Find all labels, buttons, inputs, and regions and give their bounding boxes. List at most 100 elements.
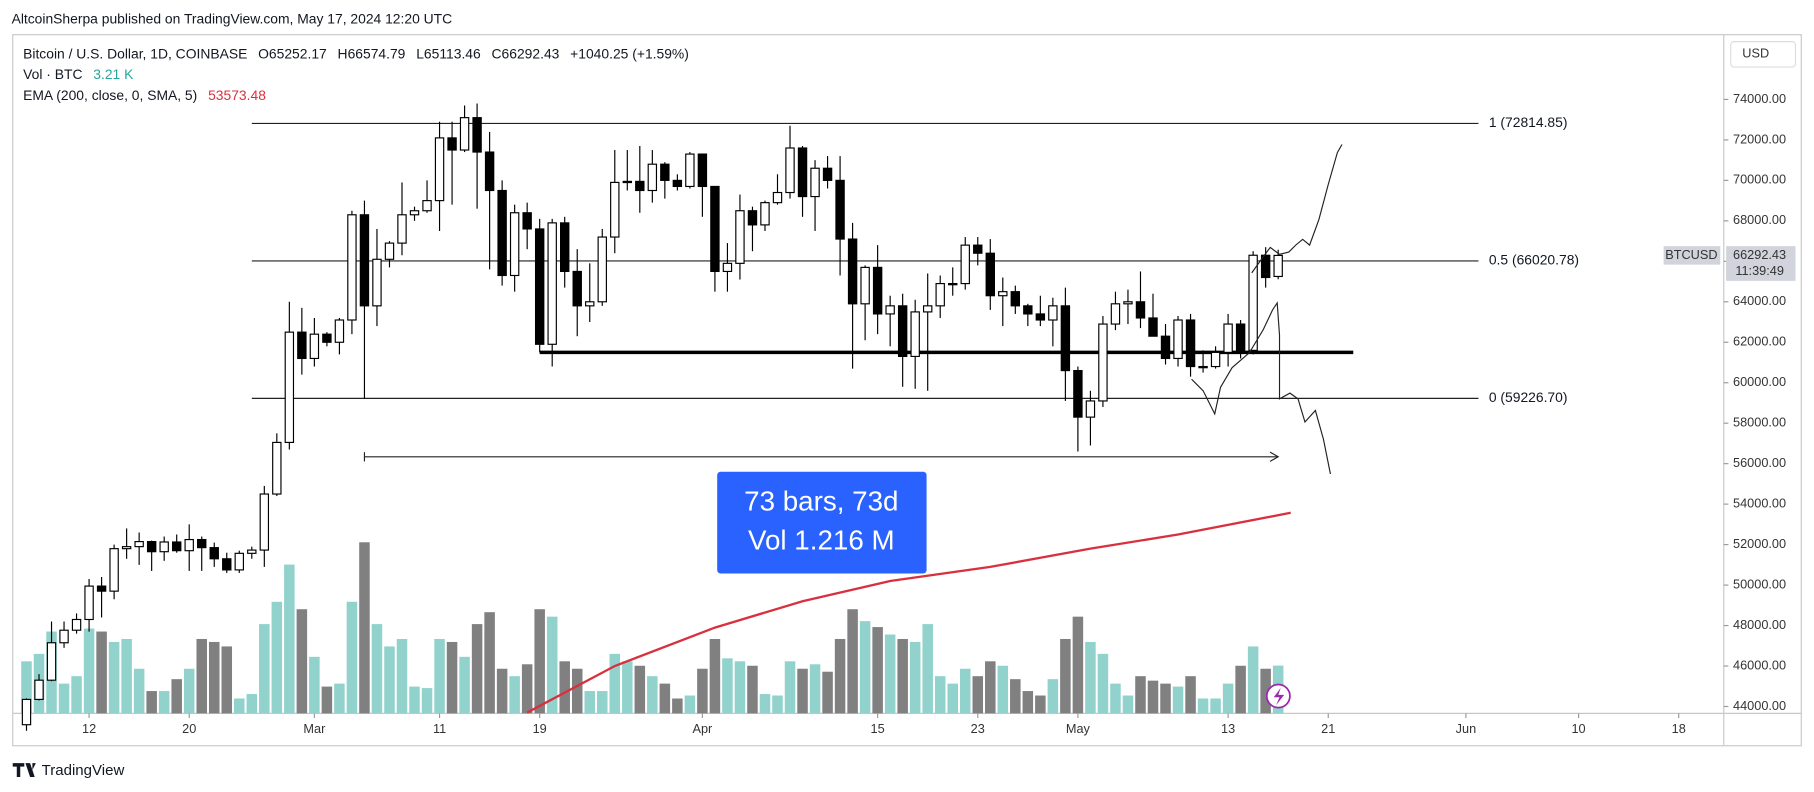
volume-bar: [309, 656, 320, 714]
drawing-projection-down: [1191, 301, 1331, 475]
y-tick-label: 62000.00: [1733, 334, 1786, 349]
legend-ohlc: Bitcoin / U.S. Dollar, 1D, COINBASE O652…: [23, 45, 689, 61]
candle-body: [1273, 254, 1283, 278]
legend: Bitcoin / U.S. Dollar, 1D, COINBASE O652…: [23, 45, 689, 103]
volume-bar: [108, 641, 120, 714]
candle-body: [1135, 301, 1146, 319]
volume-bar: [534, 609, 545, 714]
volume-bar: [359, 542, 370, 714]
currency-button[interactable]: [1730, 41, 1797, 68]
volume-bar: [659, 683, 671, 714]
volume-name: Vol · BTC: [23, 66, 82, 82]
candle-body: [998, 291, 1008, 297]
candle-body: [710, 185, 720, 273]
change: +1040.25 (+1.59%): [570, 45, 689, 61]
volume-bar: [334, 683, 345, 714]
candle-body: [685, 153, 695, 188]
volume-bar: [421, 688, 433, 714]
volume-bar: [809, 664, 821, 714]
candle-body: [522, 212, 532, 230]
candle-body: [534, 228, 545, 345]
volume-bar: [697, 668, 708, 714]
candle-body: [948, 283, 958, 286]
volume-bar: [496, 668, 508, 714]
x-tick-label: Apr: [692, 721, 713, 736]
candle-body: [560, 222, 570, 273]
candle-body: [810, 167, 820, 198]
volume-bar: [784, 661, 796, 714]
volume-bar: [1097, 653, 1109, 714]
x-tick-label: 12: [82, 721, 96, 736]
volume-bar: [1147, 680, 1159, 714]
x-tick-label: 11: [433, 721, 446, 736]
volume-bar: [1072, 616, 1084, 714]
candle-body: [872, 266, 883, 315]
volume-bar: [959, 668, 971, 714]
ohlc-key: O: [258, 45, 269, 61]
volume-bar: [872, 627, 883, 714]
candle-body: [772, 191, 783, 204]
candle-body: [21, 698, 32, 726]
volume-bar: [947, 683, 958, 714]
candle-body: [860, 266, 870, 305]
candle-body: [234, 552, 244, 571]
y-tick-label: 46000.00: [1733, 657, 1786, 672]
candle-body: [46, 642, 57, 681]
candle-body: [272, 441, 282, 495]
volume-bar: [196, 638, 207, 714]
measure-arrow: [1269, 451, 1280, 462]
candle-body: [897, 305, 908, 358]
volume-bar: [1135, 676, 1146, 714]
volume-bar: [471, 624, 483, 714]
header: AltcoinSherpa published on TradingView.c…: [12, 10, 453, 26]
measure-text: 73 bars, 73d: [744, 485, 898, 516]
volume-bar: [647, 676, 658, 714]
candle-body: [1023, 305, 1033, 315]
candle-body: [334, 319, 345, 343]
candle-body: [497, 189, 507, 277]
candle-body: [121, 546, 132, 550]
candle-body: [635, 180, 645, 192]
candle-body: [697, 153, 708, 188]
volume-bar: [834, 638, 846, 714]
x-tick-label: 15: [871, 721, 885, 736]
volume-bar: [622, 661, 633, 714]
candle-body: [259, 493, 270, 551]
candle-body: [822, 167, 833, 181]
x-tick-label: 13: [1221, 721, 1235, 736]
candle-body: [96, 585, 107, 592]
volume-bar: [409, 686, 420, 714]
symbol-tag: [1663, 246, 1721, 265]
volume-bar: [759, 694, 771, 714]
volume-bar: [1122, 695, 1134, 714]
volume-bar: [1235, 665, 1246, 714]
x-tick-label: 19: [533, 721, 547, 736]
volume-bar: [1085, 641, 1096, 714]
legend-volume: Vol · BTC 3.21 K: [23, 66, 134, 82]
candle-body: [1173, 319, 1183, 360]
volume-bar: [734, 661, 746, 714]
candle-body: [484, 151, 495, 192]
volume-bar: [1110, 683, 1121, 714]
candle-body: [209, 547, 219, 560]
candle-body: [1098, 323, 1108, 402]
volume-last: 3.21 K: [93, 66, 134, 82]
candle-body: [547, 222, 557, 345]
volume-bar: [559, 661, 570, 714]
fib-label: 1 (72814.85): [1489, 114, 1568, 130]
candle-body: [1035, 313, 1046, 321]
candle-body: [747, 210, 758, 226]
volume-bar: [1060, 638, 1071, 714]
x-tick-label: 23: [971, 721, 985, 736]
candle-body: [372, 258, 382, 307]
volume-bar: [234, 698, 245, 714]
candle-body: [660, 163, 670, 181]
footer: TradingView: [42, 762, 125, 779]
volume-bar: [121, 638, 132, 714]
volume-bar: [634, 665, 646, 714]
ema-last: 53573.48: [208, 87, 266, 103]
candle-body: [146, 541, 157, 553]
candle-body: [409, 210, 420, 216]
volume-bar: [1210, 698, 1221, 714]
candle-body: [760, 202, 770, 226]
